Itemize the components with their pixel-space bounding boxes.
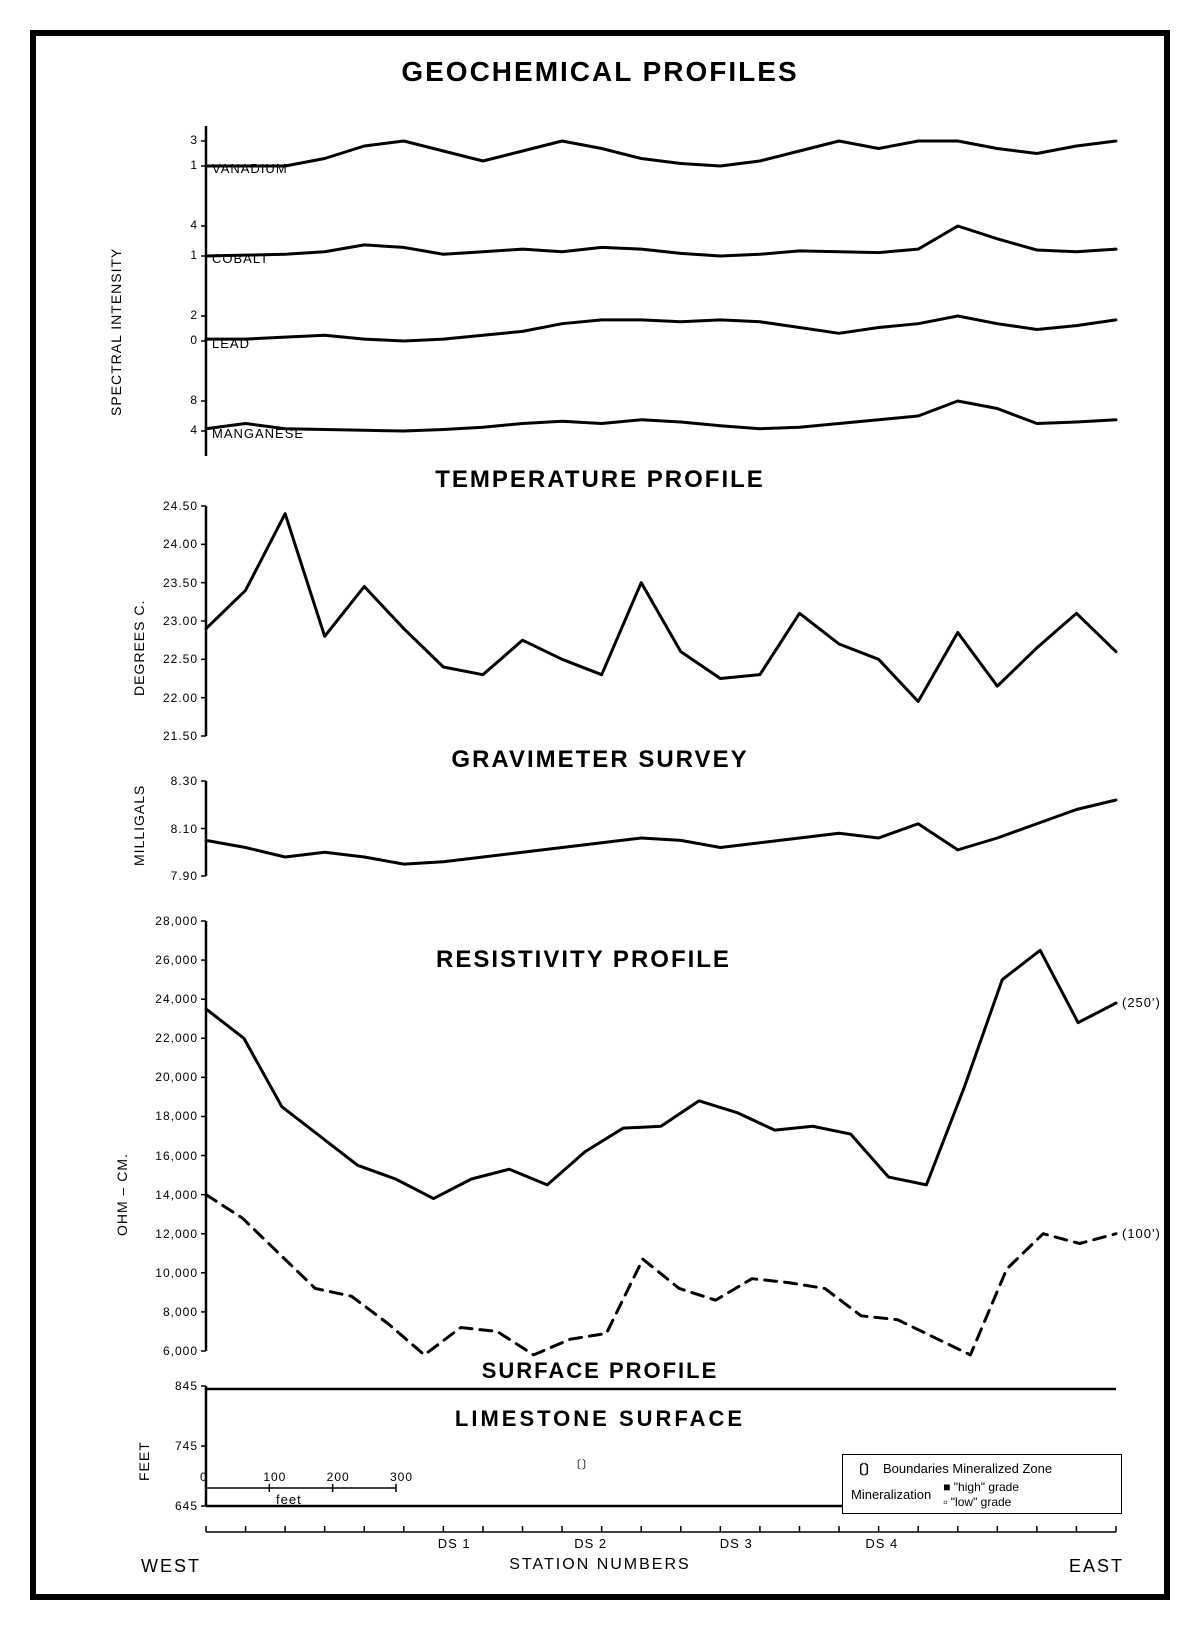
temperature-chart [206, 506, 1116, 736]
ylabel-milligals: MILLIGALS [131, 785, 147, 866]
legend-low: "low" grade [951, 1495, 1012, 1509]
gravimeter-title: GRAVIMETER SURVEY [36, 746, 1164, 774]
temperature-title: TEMPERATURE PROFILE [36, 466, 1164, 494]
chart-canvas: GEOCHEMICAL PROFILES SPECTRAL INTENSITY … [36, 36, 1164, 1594]
ylabel-spectral: SPECTRAL INTENSITY [108, 248, 124, 416]
legend-high: "high" grade [954, 1480, 1019, 1494]
gravimeter-chart [206, 781, 1116, 876]
ylabel-degrees: DEGREES C. [131, 600, 147, 696]
resistivity-chart [206, 921, 1116, 1351]
station-numbers-label: STATION NUMBERS [36, 1556, 1164, 1574]
legend-boundaries: Boundaries Mineralized Zone [883, 1461, 1052, 1476]
geochem-chart [206, 126, 1116, 456]
legend: 〔〕 Boundaries Mineralized Zone Mineraliz… [842, 1454, 1122, 1514]
limestone-label: LIMESTONE SURFACE [36, 1406, 1164, 1432]
legend-mineralization: Mineralization [851, 1487, 931, 1502]
ylabel-ohm: OHM – CM. [114, 1153, 130, 1236]
surface-title: SURFACE PROFILE [36, 1358, 1164, 1384]
main-title: GEOCHEMICAL PROFILES [36, 56, 1164, 88]
